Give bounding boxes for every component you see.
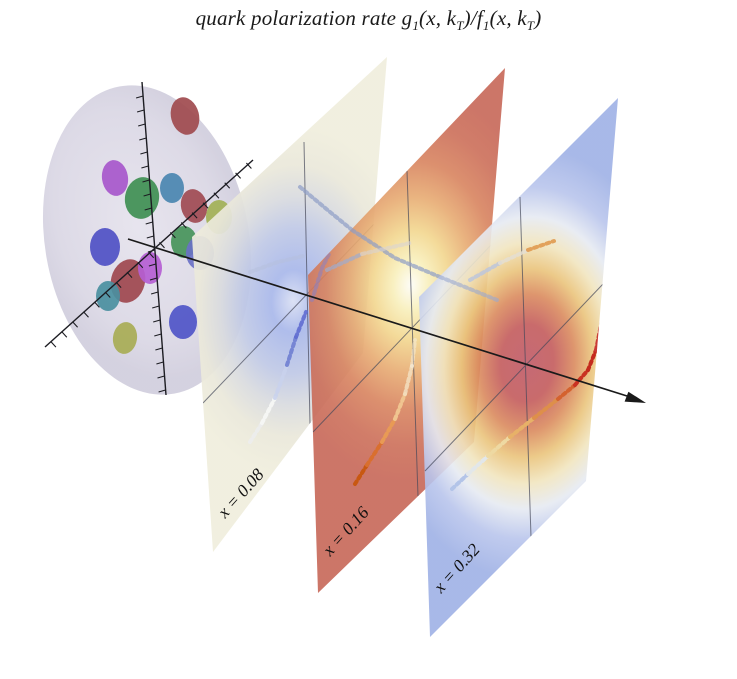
- sphere-axis-vertical-ticks: [135, 95, 166, 393]
- quark-dot: [170, 97, 200, 135]
- slice-plane-2-surface: [308, 68, 505, 593]
- figure-title: quark polarization rate g1(x, kT)/f1(x, …: [0, 6, 737, 34]
- slice-plane-3-surface: [419, 98, 618, 637]
- quark-dot: [112, 322, 138, 354]
- momentum-arrow: [127, 238, 646, 403]
- title-text: ): [534, 6, 542, 30]
- quark-dot: [96, 281, 120, 311]
- sphere-axis-diagonal-ticks: [50, 162, 252, 348]
- title-text: )/f: [463, 6, 483, 30]
- quark-dot: [101, 160, 129, 196]
- title-subscript: T: [456, 18, 464, 34]
- title-subscript: 1: [482, 18, 490, 34]
- quark-dot: [169, 305, 197, 339]
- quark-dot: [90, 228, 120, 266]
- momentum-arrow-shaft: [127, 238, 628, 397]
- streak-curve: [310, 228, 442, 486]
- quark-dot: [138, 252, 162, 284]
- title-text: (x, k: [419, 6, 457, 30]
- sphere-axes: [44, 81, 254, 396]
- slice-plane-1: [192, 57, 387, 552]
- quark-dot: [160, 173, 184, 203]
- sphere-axis-vertical: [141, 81, 167, 396]
- arrowhead-icon: [624, 391, 646, 403]
- title-subscript: T: [526, 18, 535, 34]
- title-subscript: 1: [412, 18, 420, 34]
- title-text: (x, k: [489, 6, 527, 30]
- title-text: quark polarization rate g: [195, 6, 413, 30]
- slice-plane-1-surface: [192, 57, 387, 552]
- sphere-axis-diagonal: [44, 159, 254, 348]
- streak-curve: [248, 185, 354, 444]
- quark-dot: [180, 189, 208, 223]
